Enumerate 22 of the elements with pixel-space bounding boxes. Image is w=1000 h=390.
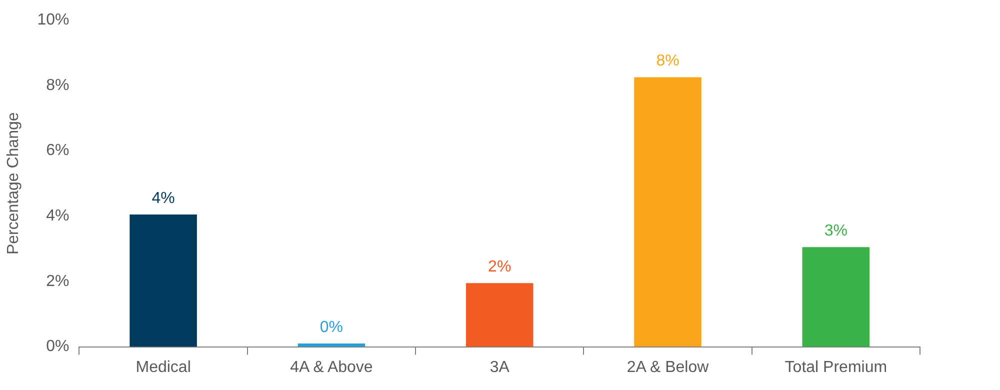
y-tick-label: 4% [46, 207, 70, 224]
y-tick-label: 0% [46, 338, 70, 356]
x-tick-label: 3A [490, 358, 510, 376]
y-tick-label: 10% [37, 11, 70, 28]
x-tick-label: 2A & Below [626, 358, 710, 376]
data-label: 4% [152, 190, 175, 207]
data-label: 3% [824, 222, 848, 240]
y-tick-label: 2% [46, 272, 70, 290]
bar [466, 283, 534, 347]
y-tick-label: 8% [46, 76, 70, 94]
y-tick-label: 6% [46, 142, 70, 160]
data-label: 0% [320, 318, 344, 336]
y-axis-title: Percentage Change [5, 112, 22, 255]
bar [802, 247, 870, 347]
bar [634, 77, 702, 347]
data-label: 2% [488, 258, 512, 276]
x-tick-label: Total Premium [784, 358, 888, 376]
x-tick-label: Medical [136, 358, 191, 376]
bar [130, 214, 197, 347]
x-tick-label: 4A & Above [290, 358, 373, 376]
bar [298, 344, 366, 347]
data-label: 8% [656, 52, 680, 70]
